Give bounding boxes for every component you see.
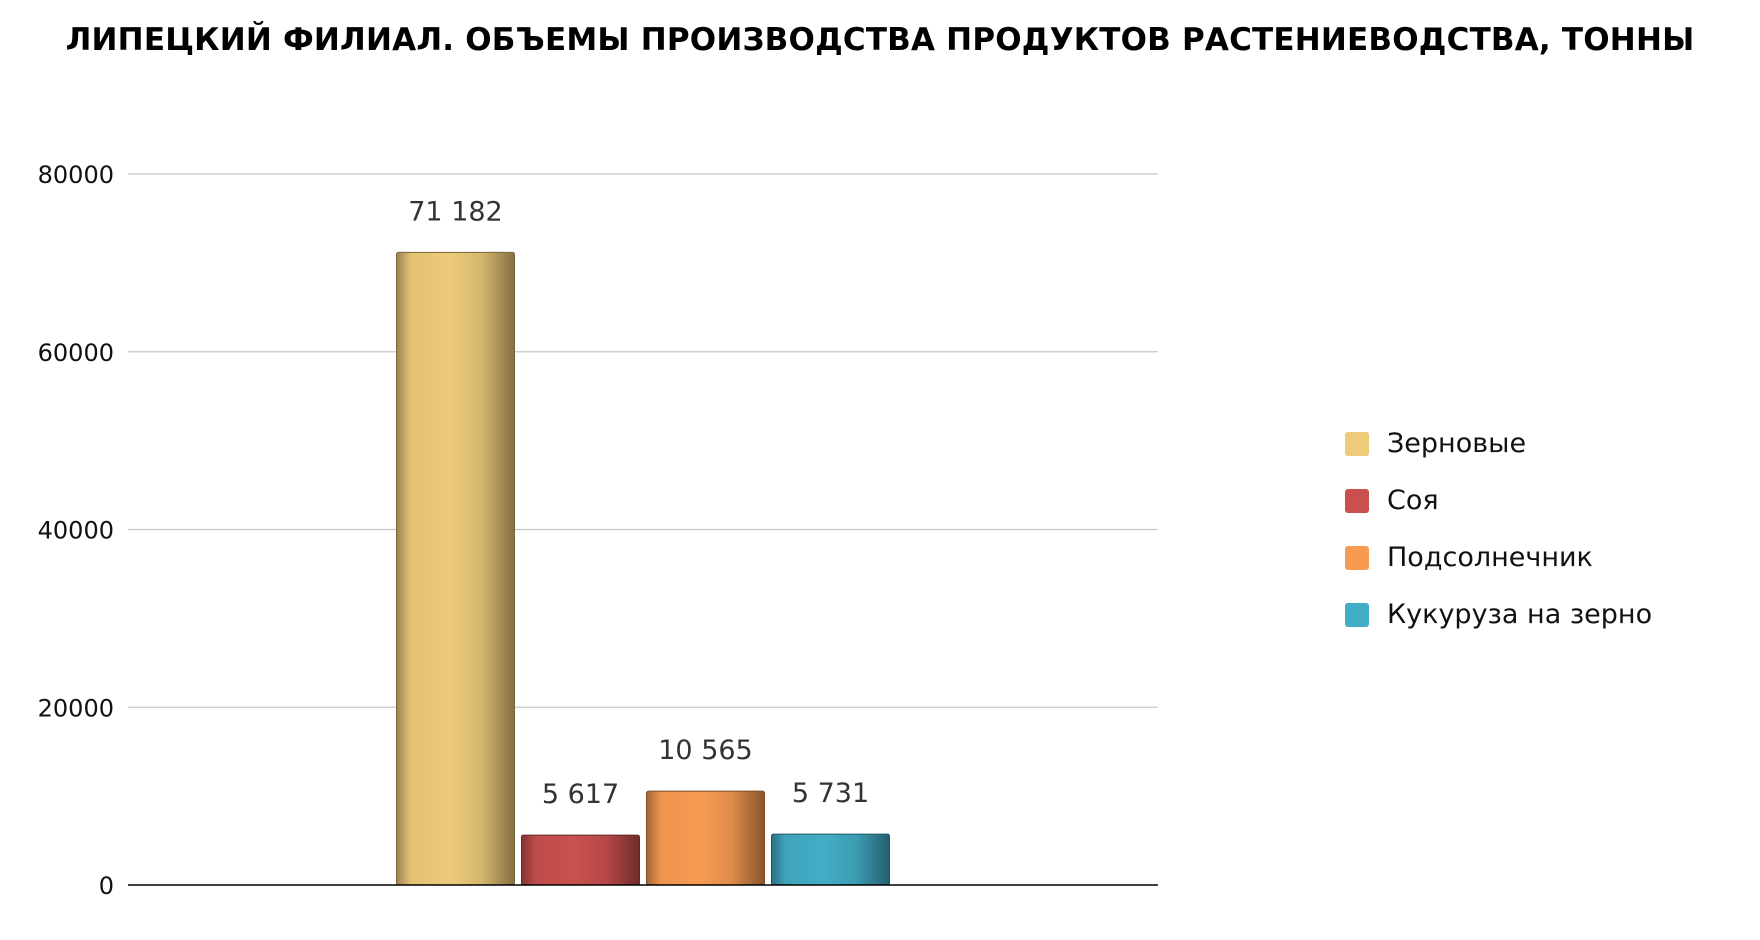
legend-label: Соя [1387, 485, 1439, 516]
legend: Зерновые Соя Подсолнечник Кукуруза на зерно [1345, 415, 1652, 643]
legend-label: Кукуруза на зерно [1387, 599, 1653, 630]
legend-swatch [1345, 545, 1369, 570]
y-tick-label: 80000 [38, 161, 114, 189]
legend-label: Подсолнечник [1387, 542, 1593, 573]
bars [396, 251, 890, 886]
y-axis-ticks: 0 20000 40000 60000 80000 [38, 161, 114, 900]
data-label: 5 617 [542, 779, 619, 810]
data-label: 10 565 [658, 735, 752, 766]
y-tick-label: 20000 [38, 694, 114, 722]
legend-item: Подсолнечник [1345, 529, 1652, 586]
legend-item: Зерновые [1345, 415, 1652, 472]
data-label: 71 182 [408, 196, 502, 227]
gridlines [128, 173, 1158, 708]
bar-3 [646, 790, 765, 886]
legend-swatch [1345, 431, 1369, 456]
bar-4 [771, 833, 890, 886]
legend-swatch [1345, 602, 1369, 627]
y-tick-label: 60000 [38, 339, 114, 367]
data-labels: 71 182 5 617 10 565 5 731 [408, 196, 869, 810]
chart-title: ЛИПЕЦКИЙ ФИЛИАЛ. ОБЪЕМЫ ПРОИЗВОДСТВА ПРО… [65, 22, 1695, 58]
y-tick-label: 40000 [38, 517, 114, 545]
data-label: 5 731 [792, 778, 869, 809]
bar-2 [521, 834, 640, 886]
bar-1 [396, 251, 515, 886]
legend-swatch [1345, 488, 1369, 513]
legend-label: Зерновые [1387, 428, 1527, 459]
y-tick-label: 0 [99, 872, 114, 900]
legend-item: Соя [1345, 472, 1652, 529]
legend-item: Кукуруза на зерно [1345, 586, 1652, 643]
